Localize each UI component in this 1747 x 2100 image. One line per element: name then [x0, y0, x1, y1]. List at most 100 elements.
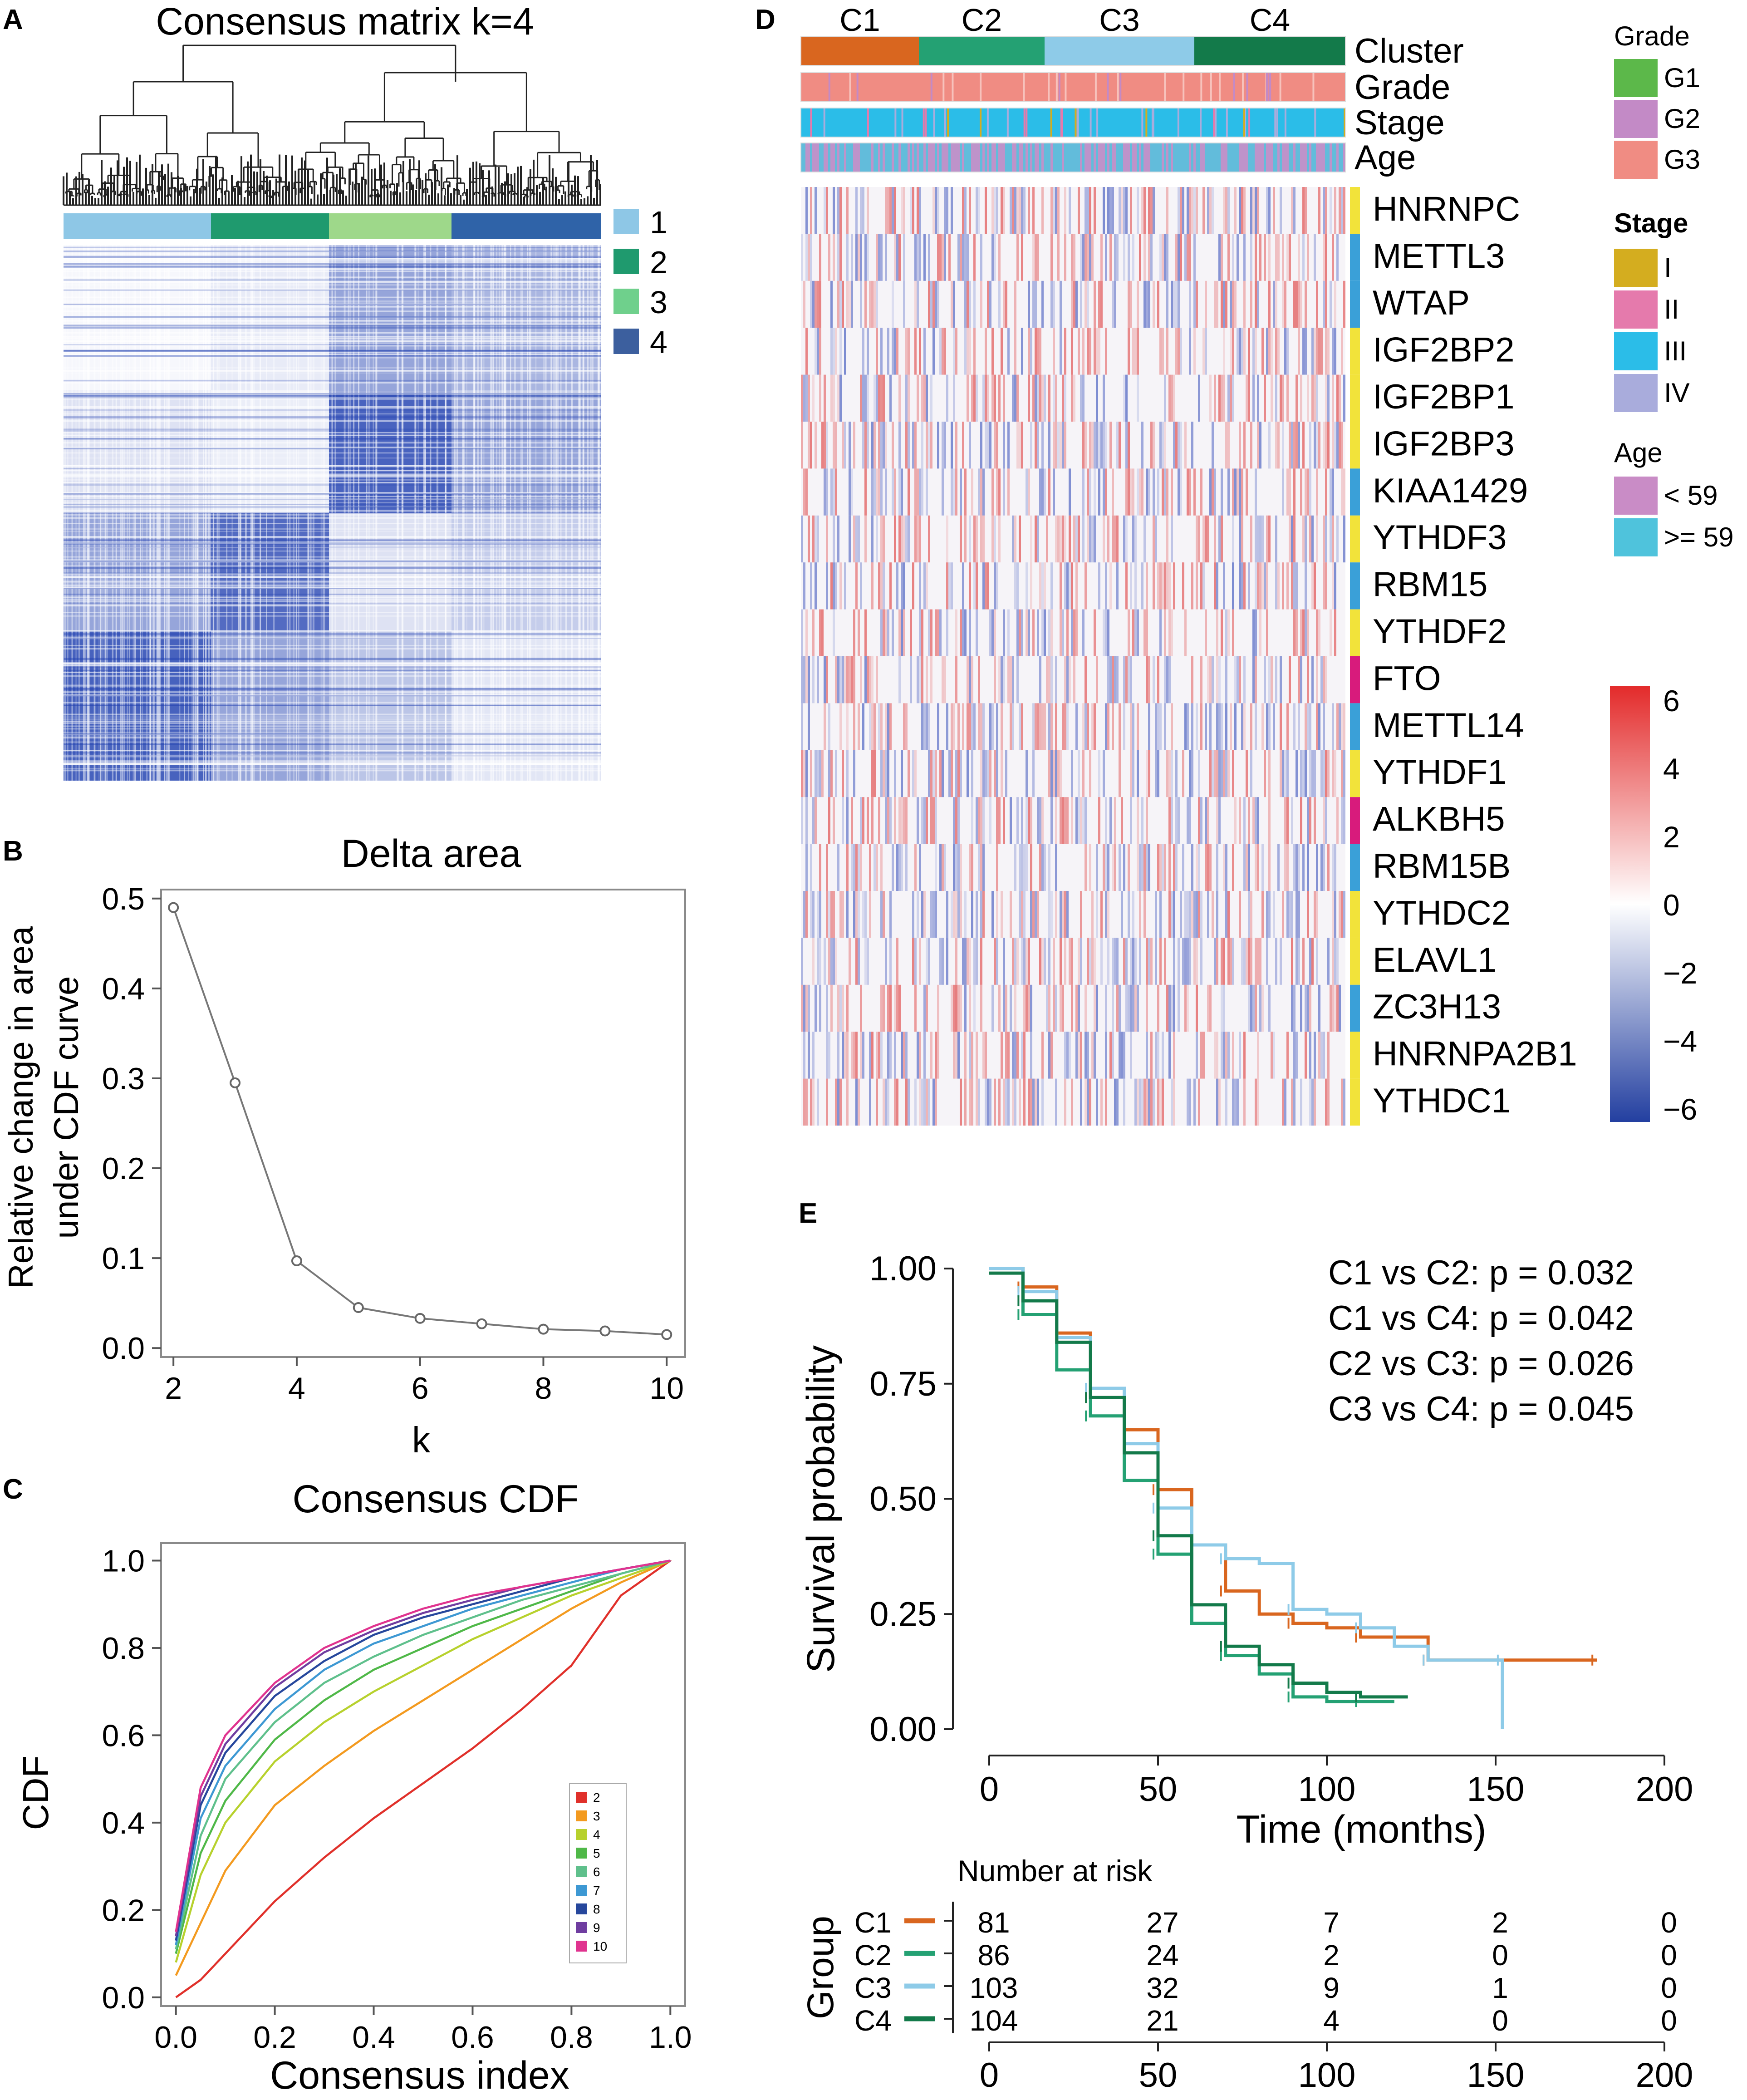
stage-track-mark	[1344, 108, 1346, 137]
heatmap-cell	[930, 280, 932, 328]
heatmap-cell	[1021, 1032, 1023, 1079]
heatmap-cell	[1334, 984, 1336, 1032]
heatmap-cell	[1198, 374, 1200, 422]
legend-label: III	[1664, 336, 1687, 366]
heatmap-cell	[815, 750, 817, 797]
heatmap-cell	[1261, 891, 1264, 938]
heatmap-cell	[994, 750, 996, 797]
heatmap-cell	[1053, 984, 1055, 1032]
heatmap-cell	[994, 234, 996, 281]
heatmap-cell	[1085, 234, 1087, 281]
heatmap-cell	[1116, 938, 1119, 985]
heatmap-cell	[908, 328, 910, 375]
heatmap-cell	[982, 374, 985, 422]
heatmap-cell	[1062, 609, 1064, 656]
heatmap-cell	[1137, 280, 1139, 328]
heatmap-cell	[1223, 844, 1225, 891]
heatmap-cell	[1336, 234, 1339, 281]
p-value-label: C3 vs C4: p = 0.045	[1328, 1390, 1634, 1428]
heatmap-cell	[1325, 797, 1327, 844]
heatmap-cell	[837, 844, 839, 891]
heatmap-cell	[1143, 891, 1146, 938]
track-label: Stage	[1354, 103, 1445, 142]
age-track-mark	[1166, 143, 1168, 172]
heatmap-cell	[951, 984, 953, 1032]
heatmap-cell	[1232, 328, 1234, 375]
heatmap-cell	[1173, 562, 1175, 610]
heatmap-cell	[1112, 656, 1114, 703]
heatmap-cell	[1057, 515, 1060, 563]
heatmap-cell	[1178, 422, 1180, 469]
age-track-mark	[1300, 143, 1302, 172]
heatmap-cell	[964, 515, 967, 563]
heatmap-cell	[982, 562, 985, 610]
age-track-mark	[1230, 143, 1232, 172]
age-track-mark	[1162, 143, 1164, 172]
grade-track-mark	[1048, 73, 1050, 102]
heatmap-cell	[1098, 328, 1100, 375]
heatmap-cell	[851, 656, 853, 703]
heatmap-cell	[1153, 656, 1155, 703]
risk-count: 104	[970, 2004, 1018, 2037]
heatmap-cell	[1305, 750, 1307, 797]
heatmap-cell	[1309, 984, 1311, 1032]
age-track-mark	[1182, 143, 1184, 172]
heatmap-cell	[1148, 187, 1150, 234]
heatmap-cell	[1248, 891, 1250, 938]
age-track-mark	[1046, 143, 1048, 172]
heatmap-cell	[1291, 797, 1293, 844]
heatmap-cell	[1227, 422, 1230, 469]
survival-curve-C4	[989, 1271, 1408, 1699]
heatmap-cell	[1207, 515, 1209, 563]
heatmap-cell	[812, 374, 815, 422]
heatmap-cell	[923, 797, 926, 844]
heatmap-cell	[1105, 1078, 1107, 1126]
heatmap-cell	[1193, 328, 1196, 375]
heatmap-cell	[853, 844, 855, 891]
stage-track	[801, 108, 1345, 137]
age-track-mark	[1096, 143, 1098, 172]
heatmap-cell	[835, 750, 837, 797]
gene-label: IGF2BP2	[1373, 331, 1515, 369]
heatmap-cell	[1010, 187, 1012, 234]
risk-count: 0	[1492, 2004, 1508, 2037]
heatmap-cell	[1191, 562, 1193, 610]
heatmap-cell	[1323, 562, 1325, 610]
heatmap-cell	[1085, 1032, 1087, 1079]
heatmap-cell	[880, 515, 883, 563]
heatmap-cell	[1227, 234, 1230, 281]
heatmap-cell	[1250, 750, 1252, 797]
heatmap-cell	[982, 750, 985, 797]
y-tick-label: 0.5	[102, 882, 145, 916]
stage-track-mark	[810, 108, 812, 137]
heatmap-cell	[883, 422, 885, 469]
heatmap-cell	[880, 468, 883, 516]
heatmap-cell	[1305, 609, 1307, 656]
heatmap-cell	[1137, 750, 1139, 797]
heatmap-cell	[874, 374, 876, 422]
heatmap-cell	[826, 468, 828, 516]
gene-group-bar	[1350, 562, 1360, 610]
grade-track-mark	[849, 73, 851, 102]
heatmap-cell	[1016, 422, 1019, 469]
age-track-mark	[939, 143, 942, 172]
heatmap-cell	[855, 891, 858, 938]
heatmap-cell	[1320, 844, 1323, 891]
heatmap-cell	[1003, 656, 1005, 703]
heatmap-cell	[969, 422, 971, 469]
heatmap-cell	[905, 328, 908, 375]
legend-swatch	[1614, 518, 1658, 556]
colorbar	[1610, 686, 1650, 1122]
heatmap-cell	[1259, 515, 1261, 563]
age-track-mark	[921, 143, 923, 172]
heatmap-cell	[998, 1078, 1001, 1126]
age-track-mark	[1039, 143, 1041, 172]
heatmap-cell	[935, 1032, 937, 1079]
heatmap-cell	[1250, 984, 1252, 1032]
heatmap-cell	[1075, 609, 1078, 656]
stage-track-mark	[1314, 108, 1316, 137]
heatmap-cell	[894, 750, 896, 797]
heatmap-cell	[826, 422, 828, 469]
gene-group-bar	[1350, 703, 1360, 750]
y-tick-label: 0.8	[102, 1631, 145, 1666]
